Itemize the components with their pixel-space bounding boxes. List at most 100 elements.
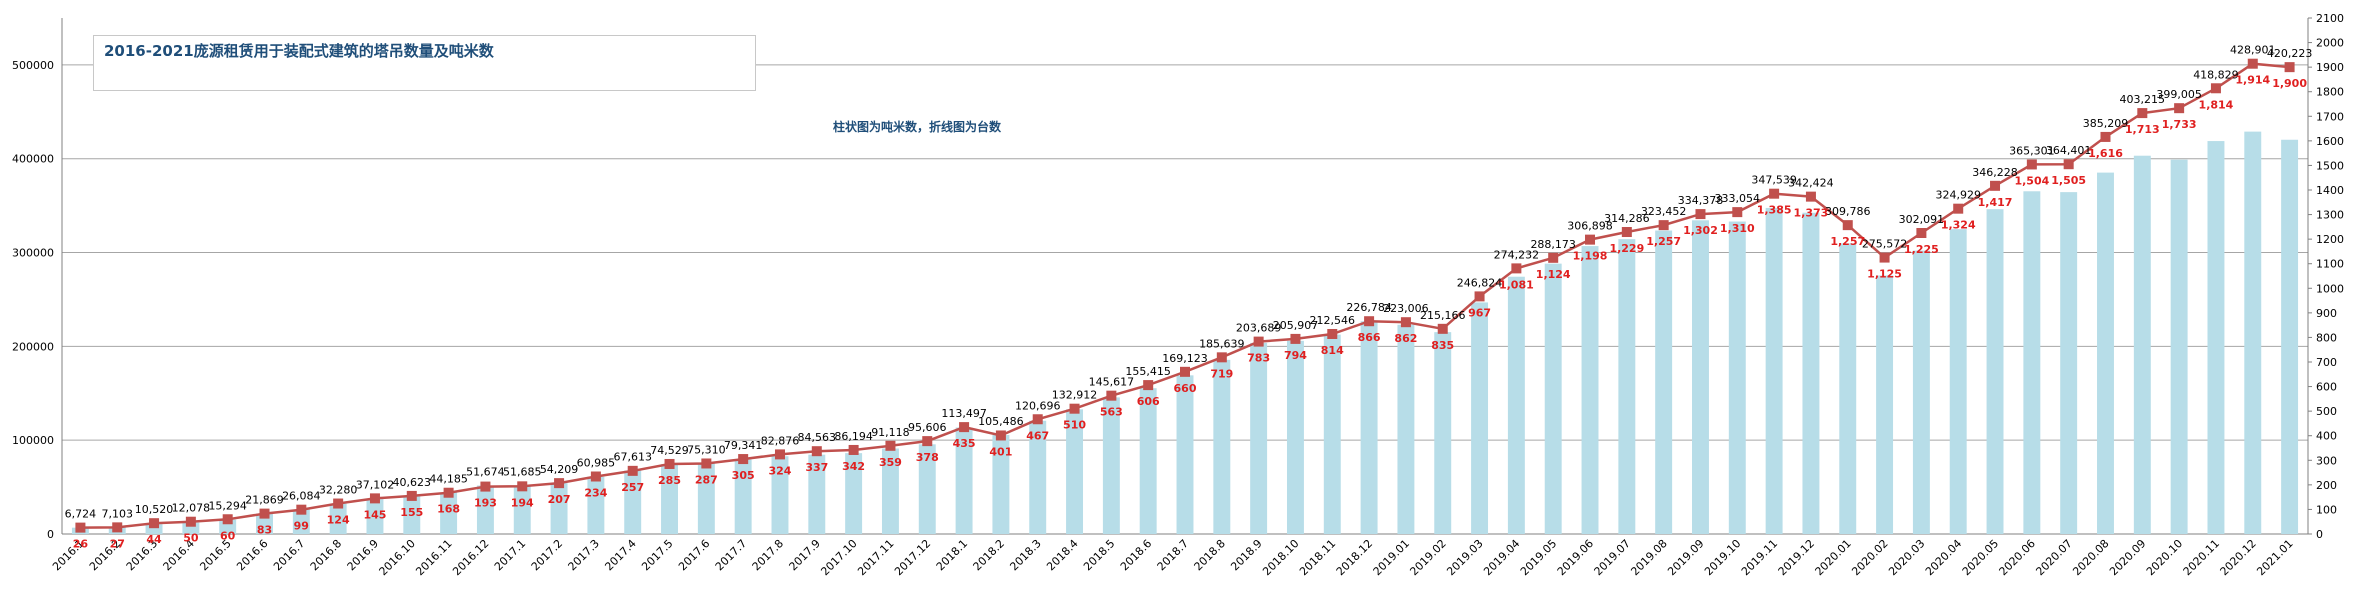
bar	[2060, 192, 2078, 534]
line-data-label: 99	[294, 520, 309, 533]
bar-data-label: 60,985	[577, 457, 616, 470]
line-data-label: 27	[110, 537, 125, 550]
y-left-tick-label: 100000	[12, 434, 54, 447]
bar	[1507, 276, 1525, 534]
line-point	[1842, 220, 1853, 231]
line-point	[1143, 380, 1154, 391]
x-tick-label: 2016.8	[308, 537, 344, 573]
line-point	[1253, 336, 1264, 347]
line-data-label: 1,229	[1609, 242, 1644, 255]
line-point	[2210, 83, 2221, 94]
bar-data-label: 347,539	[1751, 174, 1797, 187]
line-data-label: 1,257	[1830, 235, 1865, 248]
y-right-tick-label: 1500	[2316, 159, 2344, 172]
y-right-tick-label: 0	[2316, 528, 2323, 541]
bar-data-label: 385,209	[2083, 117, 2129, 130]
line-point	[959, 422, 970, 433]
line-point	[149, 518, 160, 529]
line-data-label: 83	[257, 524, 272, 537]
bar-data-label: 185,639	[1199, 337, 1245, 350]
x-tick-label: 2018.4	[1044, 537, 1080, 573]
line-point	[885, 440, 896, 451]
bar	[1397, 324, 1415, 534]
bar-data-label: 86,194	[834, 430, 873, 443]
bar-data-label: 145,617	[1089, 376, 1135, 389]
bar-data-label: 67,613	[613, 451, 652, 464]
line-data-label: 660	[1174, 382, 1197, 395]
x-tick-label: 2016.5	[197, 537, 233, 573]
bar-data-label: 26,084	[282, 490, 321, 503]
x-tick-label: 2019.01	[1371, 537, 1412, 578]
line-point	[112, 522, 123, 533]
line-point	[1290, 333, 1301, 344]
bar-data-label: 155,415	[1125, 365, 1171, 378]
bar-data-label: 275,572	[1862, 238, 1908, 251]
bar	[1029, 420, 1047, 534]
line-point	[2100, 131, 2111, 142]
line-point	[627, 465, 638, 476]
line-data-label: 401	[989, 445, 1012, 458]
x-tick-label: 2016.9	[345, 537, 381, 573]
x-tick-label: 2018.1	[934, 537, 970, 573]
bar-data-label: 21,869	[245, 493, 284, 506]
line-point	[1658, 220, 1669, 231]
bar	[329, 503, 347, 534]
line-data-label: 1,302	[1683, 224, 1718, 237]
line-point	[2063, 159, 2074, 170]
line-point	[1400, 317, 1411, 328]
bar-data-label: 51,674	[466, 466, 505, 479]
x-tick-label: 2019.09	[1665, 537, 1706, 578]
x-tick-label: 2020.04	[1923, 537, 1964, 578]
bar-data-label: 212,546	[1310, 314, 1356, 327]
y-right-tick-label: 1700	[2316, 110, 2344, 123]
bar	[624, 470, 642, 534]
x-tick-label: 2018.8	[1192, 537, 1228, 573]
x-tick-label: 2020.09	[2107, 537, 2148, 578]
line-point	[1364, 316, 1375, 327]
line-point	[1106, 390, 1117, 401]
line-data-label: 1,324	[1941, 219, 1976, 232]
line-point	[811, 446, 822, 457]
bar-data-label: 418,829	[2193, 68, 2239, 81]
bar	[366, 499, 384, 534]
line-data-label: 1,225	[1904, 243, 1939, 256]
bar	[1102, 397, 1120, 534]
bar-data-label: 364,401	[2046, 144, 2092, 157]
x-tick-label: 2016.7	[271, 537, 307, 573]
bar	[513, 485, 531, 534]
bar	[771, 456, 789, 534]
bar-data-label: 324,929	[1935, 189, 1981, 202]
line-point	[1474, 291, 1485, 302]
line-point	[406, 490, 417, 501]
bar-data-label: 75,310	[687, 443, 726, 456]
bar-data-label: 203,689	[1236, 322, 1282, 335]
bar-data-label: 84,563	[798, 431, 837, 444]
bar-data-label: 105,486	[978, 415, 1024, 428]
bar-data-label: 333,054	[1715, 192, 1761, 205]
line-data-label: 155	[400, 506, 423, 519]
line-data-label: 44	[146, 533, 162, 546]
bar	[1250, 342, 1268, 534]
line-data-label: 606	[1137, 395, 1160, 408]
x-tick-label: 2017.11	[855, 537, 896, 578]
line-data-label: 359	[879, 456, 902, 469]
bar	[992, 435, 1010, 534]
x-tick-label: 2019.02	[1407, 537, 1448, 578]
bar	[182, 522, 200, 534]
bar	[403, 495, 421, 534]
y-right-tick-label: 100	[2316, 503, 2337, 516]
line-data-label: 305	[732, 469, 755, 482]
x-tick-label: 2019.10	[1702, 537, 1743, 578]
chart-note: 柱状图为吨米数，折线图为台数	[833, 120, 1002, 134]
bar-data-label: 420,223	[2267, 47, 2313, 60]
bar	[1581, 246, 1599, 534]
line-data-label: 60	[220, 529, 236, 542]
bar	[1655, 230, 1673, 534]
bar-data-label: 95,606	[908, 421, 947, 434]
line-data-label: 124	[327, 514, 350, 527]
line-data-label: 1,505	[2051, 174, 2086, 187]
x-tick-label: 2017.12	[892, 537, 933, 578]
bar-data-label: 288,173	[1530, 238, 1576, 251]
line-data-label: 794	[1284, 349, 1307, 362]
